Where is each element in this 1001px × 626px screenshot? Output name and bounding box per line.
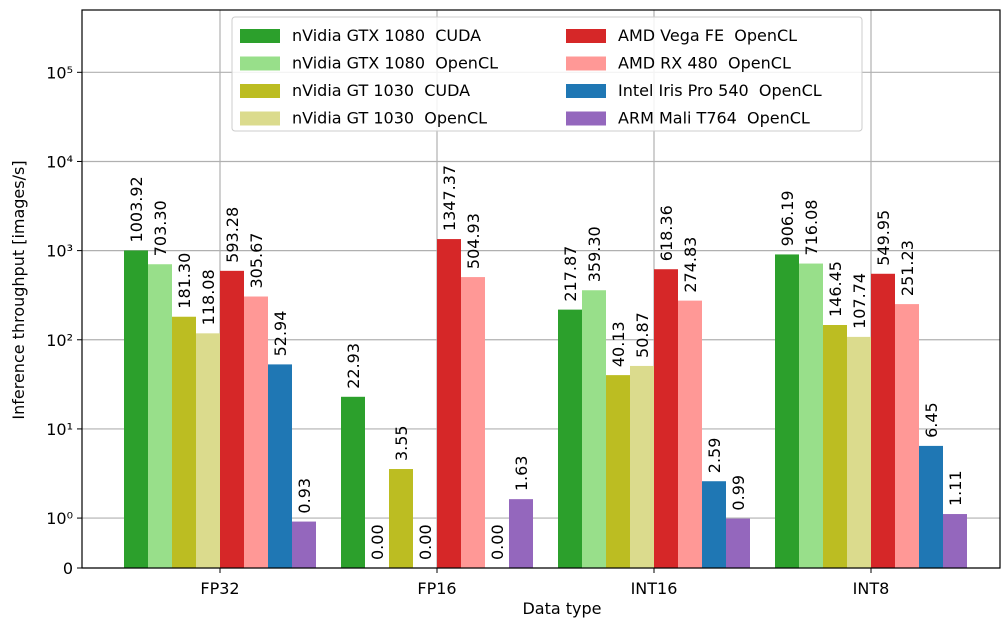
y-tick-label: 0 [63, 559, 73, 578]
value-label: 504.93 [464, 213, 483, 269]
value-label: 906.19 [778, 190, 797, 246]
value-label: 618.36 [657, 205, 676, 261]
legend-label: nVidia GTX 1080 OpenCL [292, 54, 498, 73]
value-label: 1.63 [512, 456, 531, 492]
legend-label: ARM Mali T764 OpenCL [618, 109, 810, 128]
bar [726, 518, 750, 568]
bar [509, 499, 533, 568]
y-tick-label: 10⁰ [46, 509, 73, 528]
value-label: 274.83 [681, 237, 700, 293]
value-label: 181.30 [175, 253, 194, 309]
bar [823, 324, 847, 568]
value-label: 0.93 [295, 478, 314, 514]
legend-label: nVidia GT 1030 CUDA [292, 81, 470, 100]
value-label: 549.95 [874, 210, 893, 266]
value-label: 359.30 [585, 226, 604, 282]
value-label: 0.00 [488, 524, 507, 560]
bar [678, 300, 702, 568]
x-axis-label: Data type [522, 599, 601, 618]
bar [389, 469, 413, 568]
bar [606, 375, 630, 568]
value-label: 1.11 [946, 470, 965, 506]
y-tick-label: 10⁵ [46, 63, 73, 82]
value-label: 593.28 [223, 207, 242, 263]
legend-swatch [240, 56, 280, 71]
y-axis-label: Inference throughput [images/s] [9, 160, 28, 419]
y-tick-label: 10² [46, 331, 73, 350]
bar [172, 316, 196, 568]
y-tick-label: 10³ [46, 242, 73, 261]
legend-swatch [240, 84, 280, 98]
bar [799, 263, 823, 568]
value-label: 52.94 [271, 311, 290, 357]
bar [775, 254, 799, 569]
bar [437, 239, 461, 568]
legend-label: nVidia GTX 1080 CUDA [292, 26, 481, 45]
value-label: 146.45 [826, 261, 845, 317]
value-label: 0.99 [729, 475, 748, 511]
bar [895, 304, 919, 568]
bar [220, 270, 244, 568]
bar [871, 273, 895, 568]
value-label: 6.45 [922, 402, 941, 438]
legend-box [231, 16, 863, 132]
value-label: 118.08 [199, 269, 218, 325]
legend-label: AMD Vega FE OpenCL [618, 26, 797, 45]
value-label: 217.87 [561, 246, 580, 302]
value-label: 1003.92 [127, 176, 146, 242]
value-label: 50.87 [633, 312, 652, 358]
bar [654, 269, 678, 568]
bar [461, 277, 485, 568]
bar [582, 290, 606, 568]
legend-swatch [566, 111, 606, 126]
bar [124, 250, 148, 568]
legend: nVidia GTX 1080 CUDA nVidia GTX 1080 Open… [231, 16, 863, 132]
legend-swatch [240, 29, 280, 43]
bar [702, 481, 726, 568]
value-label: 1347.37 [440, 165, 459, 231]
value-label: 107.74 [850, 273, 869, 329]
y-tick-label: 10¹ [46, 420, 73, 439]
legend-swatch [240, 111, 280, 126]
value-label: 703.30 [151, 200, 170, 256]
x-tick-label: FP16 [417, 579, 456, 598]
y-tick-label: 10⁴ [46, 152, 73, 171]
bar [148, 264, 172, 568]
legend-swatch [566, 84, 606, 98]
bar [196, 333, 220, 568]
legend-label: Intel Iris Pro 540 OpenCL [618, 81, 822, 100]
legend-swatch [566, 29, 606, 43]
legend-label: nVidia GT 1030 OpenCL [292, 109, 487, 128]
bar [341, 396, 365, 568]
value-label: 716.08 [802, 200, 821, 256]
value-label: 3.55 [392, 425, 411, 461]
axes-frame [81, 9, 1001, 569]
x-tick-label: FP32 [200, 579, 239, 598]
value-label: 305.67 [247, 233, 266, 289]
value-label: 22.93 [344, 343, 363, 389]
legend-label: AMD RX 480 OpenCL [618, 54, 791, 73]
value-label: 0.00 [416, 524, 435, 560]
value-label: 251.23 [898, 240, 917, 296]
bar [268, 364, 292, 568]
x-tick-label: INT16 [631, 579, 678, 598]
bar [943, 514, 967, 568]
bar [244, 296, 268, 568]
bar [630, 365, 654, 568]
value-label: 40.13 [609, 321, 628, 367]
bar [847, 336, 871, 568]
bar [558, 309, 582, 568]
bar [292, 521, 316, 568]
bar [919, 445, 943, 568]
legend-swatch [566, 56, 606, 71]
value-label: 2.59 [705, 438, 724, 474]
value-label: 0.00 [368, 524, 387, 560]
x-tick-label: INT8 [853, 579, 890, 598]
